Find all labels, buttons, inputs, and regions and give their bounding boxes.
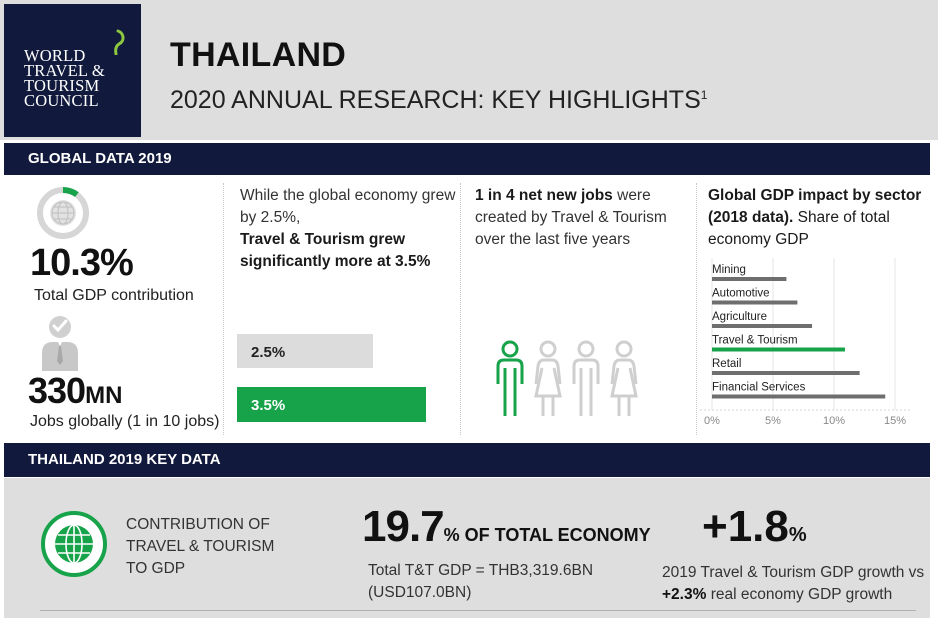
new-jobs-text: 1 in 4 net new jobs were created by Trav… bbox=[475, 185, 690, 251]
logo-line: COUNCIL bbox=[24, 91, 99, 110]
growth-text-strong: +2.3% bbox=[662, 586, 707, 603]
gdp-growth-text: 2019 Travel & Tourism GDP growth vs +2.3… bbox=[662, 562, 932, 606]
section-heading-thailand: THAILAND 2019 KEY DATA bbox=[4, 443, 930, 477]
global-jobs-label: Jobs globally (1 in 10 jobs) bbox=[30, 413, 220, 430]
column-divider bbox=[223, 183, 224, 435]
chart-bar bbox=[712, 277, 787, 281]
economy-growth-strong: Travel & Tourism grew significantly more… bbox=[240, 231, 431, 270]
report-header: WORLD TRAVEL & TOURISM COUNCIL THAILAND … bbox=[0, 0, 938, 140]
economy-growth-text: While the global economy grew by 2.5%, T… bbox=[240, 185, 460, 273]
growth-text-plain: 2019 Travel & Tourism GDP growth vs bbox=[662, 564, 925, 581]
new-jobs-plain: were created by Travel & Tourism over th… bbox=[475, 187, 667, 248]
column-divider bbox=[696, 183, 697, 435]
gdp-share-value: 19.7 bbox=[362, 502, 445, 551]
chart-bar bbox=[712, 371, 860, 375]
chart-category-label: Automotive bbox=[712, 288, 770, 300]
worker-icon bbox=[42, 316, 78, 371]
subtitle-footnote: 1 bbox=[700, 88, 708, 102]
gdp-share-unit: % OF TOTAL ECONOMY bbox=[443, 525, 651, 545]
people-group-icon bbox=[496, 340, 638, 416]
page-subtitle: 2020 ANNUAL RESEARCH: KEY HIGHLIGHTS1 bbox=[170, 86, 707, 115]
chart-category-label: Retail bbox=[712, 358, 741, 370]
person-icon-grey bbox=[572, 340, 600, 416]
growth-text-tail: real economy GDP growth bbox=[706, 586, 893, 603]
green-globe-icon bbox=[41, 511, 107, 577]
chart-tick-label: 5% bbox=[765, 415, 781, 427]
gdp-growth-value: +1.8 bbox=[702, 502, 789, 551]
jobs-unit: MN bbox=[85, 382, 123, 409]
sector-title-plain: Share of total economy GDP bbox=[708, 209, 890, 248]
person-icon-highlight bbox=[496, 340, 524, 416]
new-jobs-strong: 1 in 4 net new jobs bbox=[475, 187, 613, 204]
wttc-logo[interactable]: WORLD TRAVEL & TOURISM COUNCIL bbox=[4, 4, 141, 137]
logo-wordmark: WORLD TRAVEL & TOURISM COUNCIL bbox=[24, 46, 105, 110]
logo-line: TOURISM bbox=[24, 76, 100, 95]
logo-line: WORLD bbox=[24, 46, 86, 65]
chart-tick-label: 0% bbox=[704, 415, 720, 427]
tt-growth-bar: 3.5% bbox=[237, 387, 426, 422]
thailand-panel bbox=[4, 478, 930, 618]
leaf-icon bbox=[114, 29, 125, 55]
gdp-share: 19.7% OF TOTAL ECONOMY bbox=[362, 502, 651, 552]
subtitle-text: 2020 ANNUAL RESEARCH: KEY HIGHLIGHTS bbox=[170, 86, 701, 114]
chart-category-label: Financial Services bbox=[712, 382, 806, 394]
chart-bar bbox=[712, 300, 798, 305]
gdp-growth-unit: % bbox=[788, 524, 807, 546]
person-icon-grey bbox=[610, 340, 638, 416]
chart-category-label: Mining bbox=[712, 264, 746, 276]
page-title: THAILAND bbox=[170, 36, 347, 74]
sector-title-strong: Global GDP impact by sector (2018 data). bbox=[708, 187, 922, 226]
economy-growth-plain: While the global economy grew by 2.5%, bbox=[240, 187, 456, 226]
gdp-growth: +1.8% bbox=[702, 502, 807, 552]
total-tt-gdp: Total T&T GDP = THB3,319.6BN (USD107.0BN… bbox=[368, 562, 594, 601]
chart-bar bbox=[712, 394, 886, 399]
jobs-number: 330 bbox=[28, 370, 86, 411]
chart-category-label: Agriculture bbox=[712, 311, 767, 323]
person-icon-grey bbox=[534, 340, 562, 416]
chart-bar bbox=[712, 347, 845, 352]
contribution-label: CONTRIBUTION OF TRAVEL & TOURISM TO GDP bbox=[126, 516, 275, 577]
chart-category-label: Travel & Tourism bbox=[712, 335, 798, 347]
logo-line: TRAVEL & bbox=[24, 61, 105, 80]
globe-donut-icon bbox=[37, 187, 89, 239]
section-heading-global: GLOBAL DATA 2019 bbox=[4, 143, 930, 175]
chart-tick-label: 10% bbox=[823, 415, 845, 427]
global-jobs-value: 330MN bbox=[28, 370, 122, 412]
chart-tick-label: 15% bbox=[884, 415, 906, 427]
chart-bar bbox=[712, 324, 813, 328]
sector-bar-chart: Mining Automotive Agriculture Travel & Tour… bbox=[700, 258, 910, 427]
sector-chart-title: Global GDP impact by sector (2018 data).… bbox=[708, 185, 933, 251]
global-economy-growth-bar: 2.5% bbox=[237, 334, 373, 368]
column-divider bbox=[460, 183, 461, 435]
global-gdp-label: Total GDP contribution bbox=[34, 287, 194, 304]
global-gdp-value: 10.3% bbox=[30, 242, 134, 284]
panel-divider bbox=[40, 610, 916, 611]
